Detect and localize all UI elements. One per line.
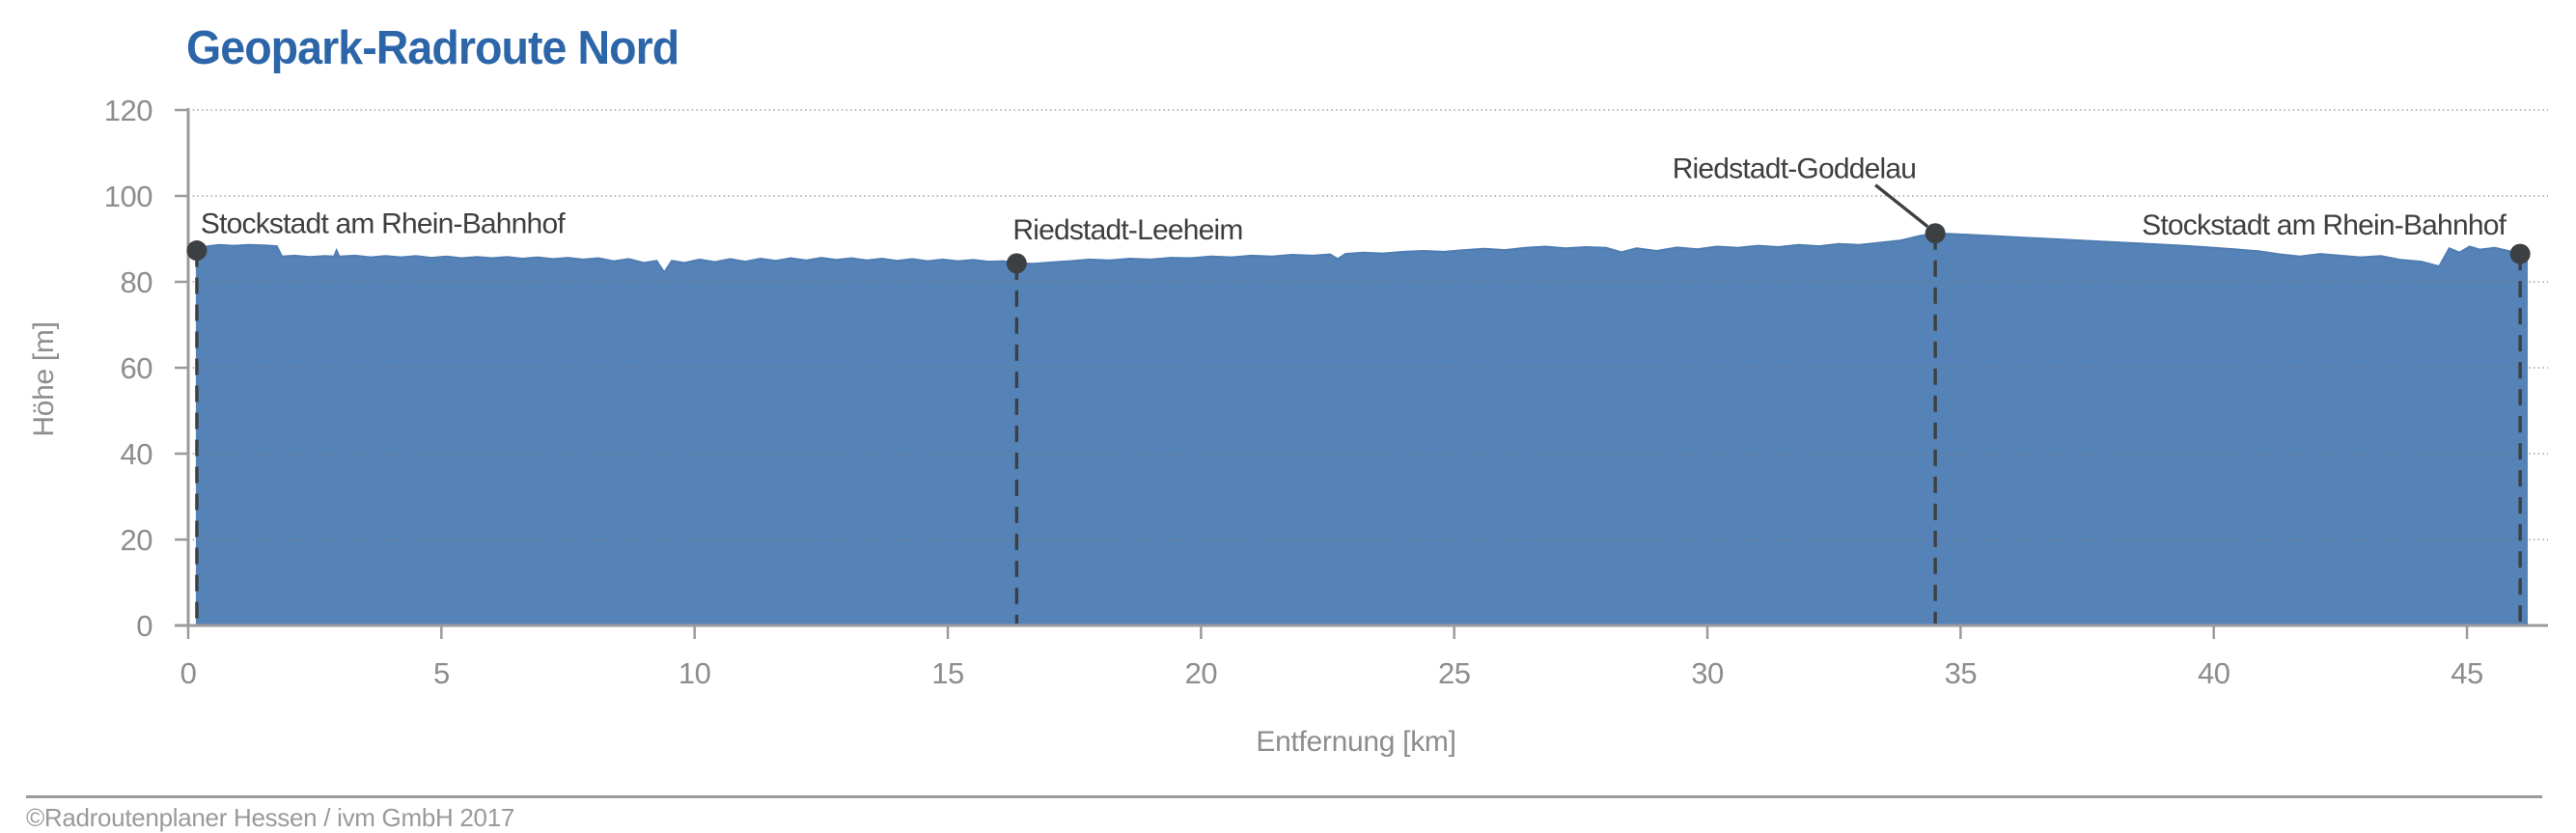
waypoint-marker (1925, 223, 1946, 244)
waypoint-0: Stockstadt am Rhein-Bahnhof (186, 208, 567, 624)
waypoint-marker (1006, 253, 1027, 274)
y-tick-label-0: 0 (136, 609, 152, 643)
y-tick-label-20: 20 (121, 523, 153, 557)
y-tick-label-100: 100 (104, 180, 152, 213)
x-tick-label-15: 15 (931, 656, 963, 690)
elevation-area-edge (195, 232, 2529, 275)
waypoint-1: Riedstadt-Leeheim (1006, 214, 1243, 624)
footer-divider (26, 795, 2542, 798)
x-tick-label-5: 5 (433, 656, 450, 690)
x-tick-label-0: 0 (180, 656, 197, 690)
x-tick-label-40: 40 (2198, 656, 2230, 690)
y-tick-label-80: 80 (121, 265, 153, 299)
x-tick-label-10: 10 (679, 656, 711, 690)
waypoint-leader-line (1874, 183, 1929, 229)
elevation-area (195, 233, 2529, 625)
y-tick-label-40: 40 (121, 437, 153, 471)
x-tick-label-25: 25 (1438, 656, 1470, 690)
waypoint-label: Riedstadt-Leeheim (1012, 214, 1242, 246)
y-axis-title: Höhe [m] (28, 321, 60, 436)
x-tick-label-45: 45 (2451, 656, 2482, 690)
copyright-text: ©Radroutenplaner Hessen / ivm GmbH 2017 (26, 803, 515, 832)
chart-title: Geopark-Radroute Nord (186, 22, 679, 74)
x-tick-label-20: 20 (1185, 656, 1218, 690)
waypoint-3: Stockstadt am Rhein-Bahnhof (2142, 209, 2531, 624)
x-tick-label-35: 35 (1945, 656, 1977, 690)
x-tick-label-30: 30 (1691, 656, 1724, 690)
y-tick-label-120: 120 (104, 94, 152, 127)
waypoint-label: Stockstadt am Rhein-Bahnhof (201, 208, 566, 240)
x-axis-title: Entfernung [km] (1256, 726, 1455, 758)
waypoint-label: Stockstadt am Rhein-Bahnhof (2142, 209, 2507, 241)
waypoint-marker (186, 240, 208, 262)
waypoint-marker (2509, 243, 2531, 264)
waypoint-2: Riedstadt-Goddelau (1673, 153, 1946, 624)
waypoint-label: Riedstadt-Goddelau (1673, 153, 1916, 185)
y-tick-label-60: 60 (121, 351, 153, 385)
